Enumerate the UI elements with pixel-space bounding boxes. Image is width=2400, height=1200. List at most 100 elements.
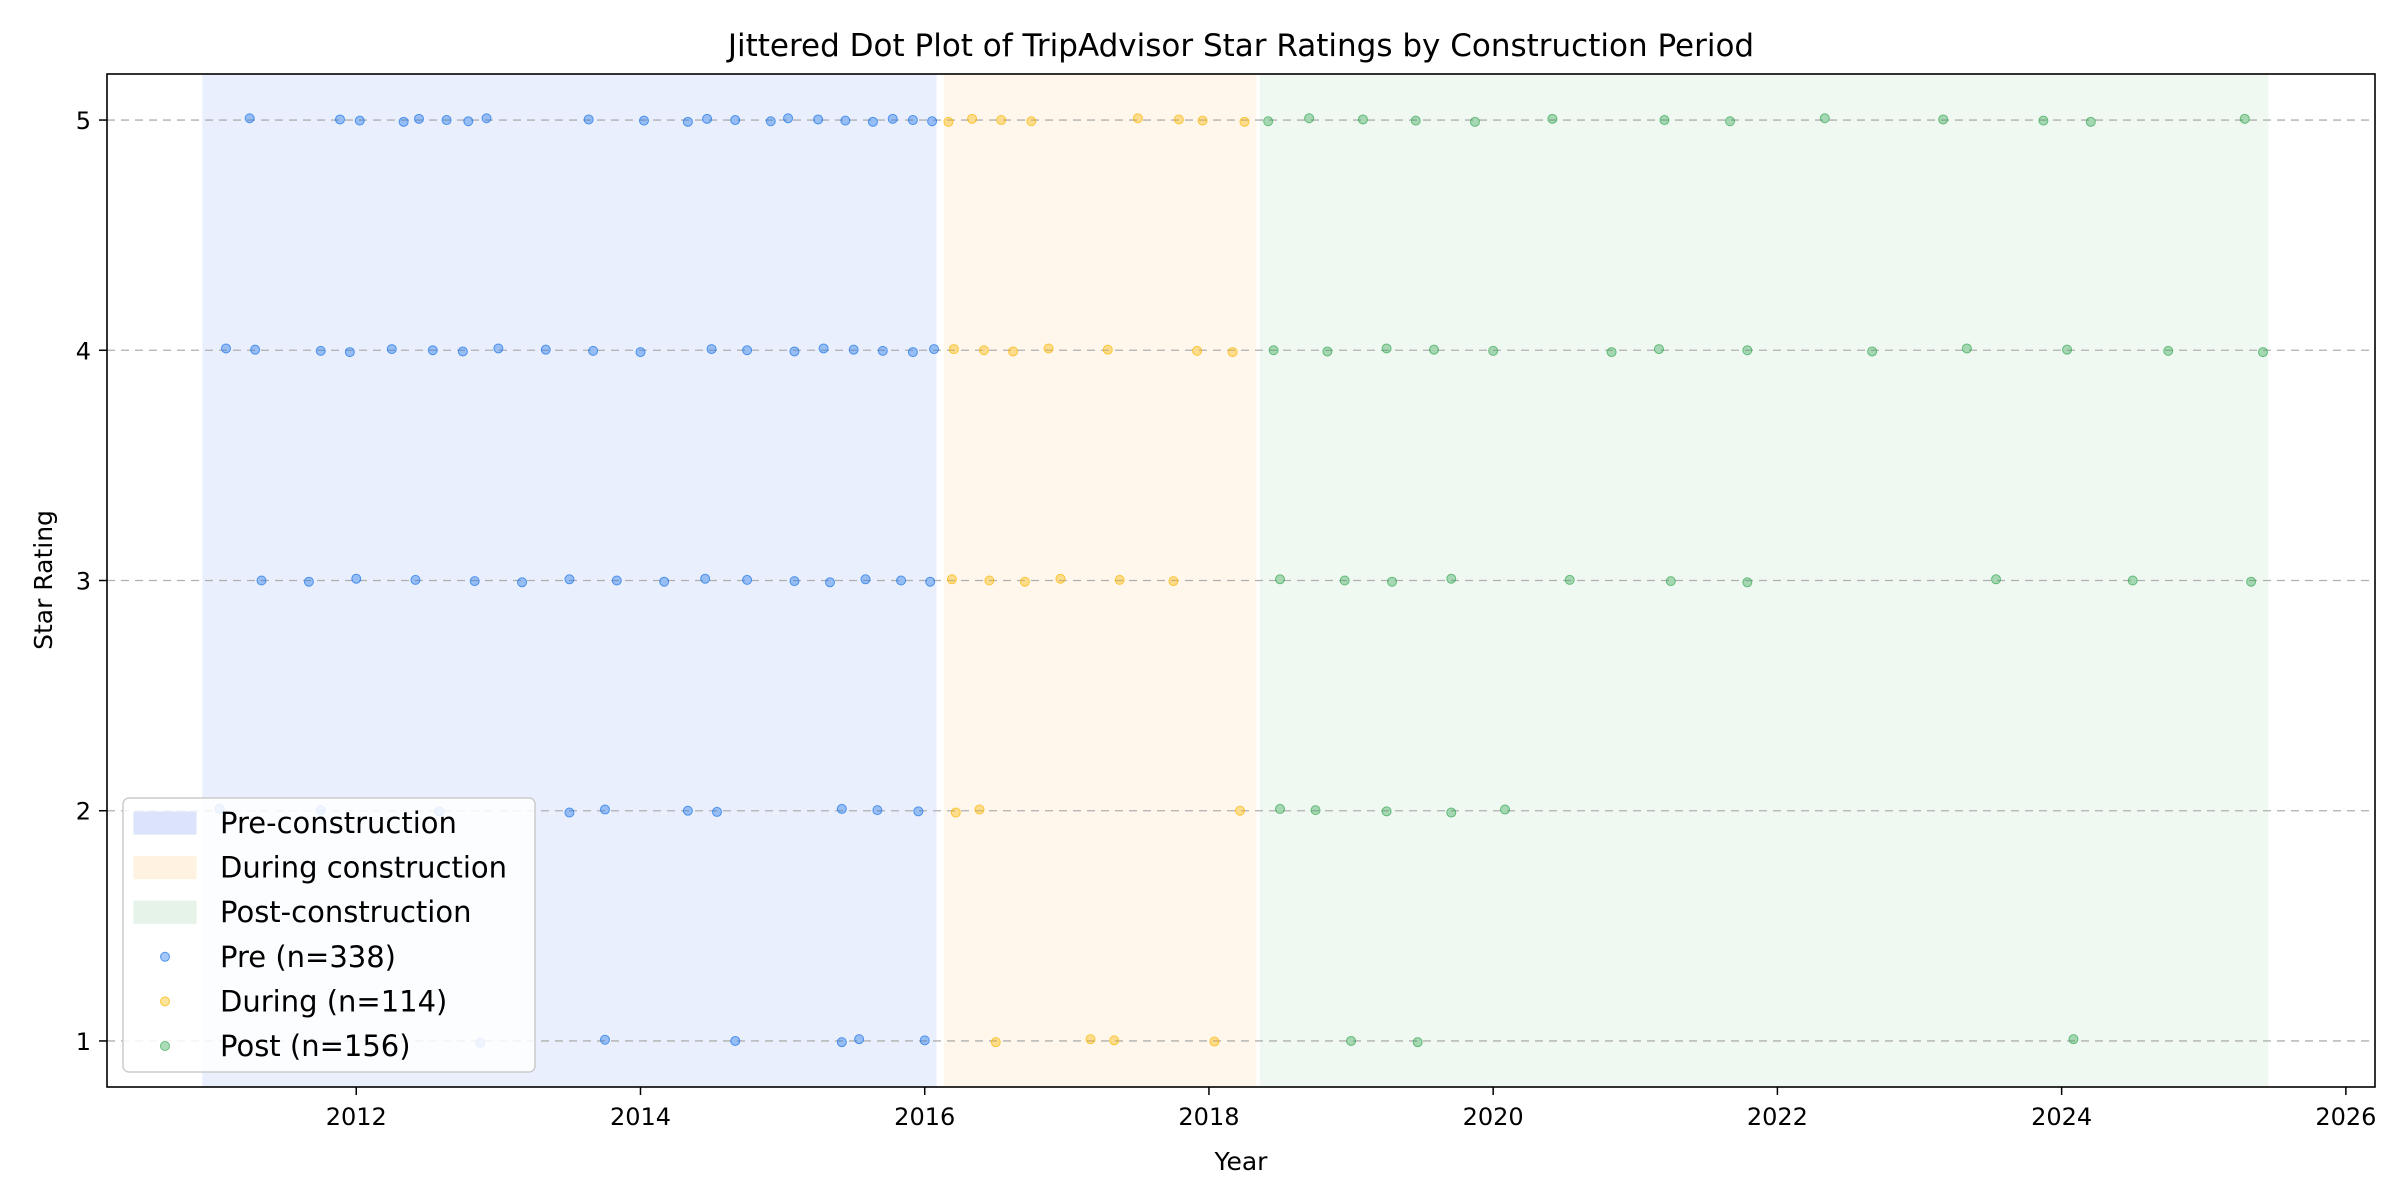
legend-label: Pre-construction bbox=[220, 806, 457, 840]
data-point bbox=[1357, 114, 1368, 125]
legend-item-pre-n-338: Pre (n=338) bbox=[160, 940, 396, 974]
legend-label: During construction bbox=[220, 851, 507, 885]
data-point bbox=[974, 804, 985, 815]
data-point bbox=[1665, 576, 1676, 587]
data-point bbox=[481, 113, 492, 124]
data-point bbox=[315, 345, 326, 356]
data-point bbox=[256, 575, 267, 586]
data-point bbox=[220, 343, 231, 354]
y-tick-label: 3 bbox=[76, 568, 91, 596]
data-point bbox=[1043, 343, 1054, 354]
x-tick-label: 2012 bbox=[326, 1103, 387, 1131]
data-point bbox=[1446, 807, 1457, 818]
data-point bbox=[929, 344, 940, 355]
legend-label: Post-construction bbox=[220, 895, 471, 929]
data-point bbox=[824, 577, 835, 588]
data-point bbox=[818, 343, 829, 354]
data-point bbox=[836, 803, 847, 814]
data-point bbox=[611, 575, 622, 586]
data-point bbox=[1653, 344, 1664, 355]
x-tick-label: 2022 bbox=[1747, 1103, 1808, 1131]
data-point bbox=[990, 1037, 1001, 1048]
data-point bbox=[463, 116, 474, 127]
data-point bbox=[1239, 116, 1250, 127]
legend-item-post-n-156: Post (n=156) bbox=[160, 1029, 411, 1063]
data-point bbox=[978, 345, 989, 356]
legend-item-during-n-114: During (n=114) bbox=[160, 984, 447, 1018]
y-axis-label: Star Rating bbox=[29, 510, 58, 650]
data-point bbox=[742, 574, 753, 585]
data-point bbox=[867, 116, 878, 127]
data-point bbox=[848, 344, 859, 355]
data-point bbox=[1026, 116, 1037, 127]
series-during-n-114 bbox=[943, 113, 1250, 1048]
data-point bbox=[1387, 576, 1398, 587]
data-point bbox=[1742, 577, 1753, 588]
data-point bbox=[1168, 576, 1179, 587]
data-point bbox=[946, 574, 957, 585]
data-point bbox=[638, 115, 649, 126]
y-tick-label: 5 bbox=[76, 107, 91, 135]
data-point bbox=[244, 113, 255, 124]
x-tick-label: 2014 bbox=[610, 1103, 671, 1131]
data-point bbox=[1132, 113, 1143, 124]
data-point bbox=[1085, 1034, 1096, 1045]
data-point bbox=[250, 344, 261, 355]
data-point bbox=[1019, 576, 1030, 587]
data-point bbox=[984, 575, 995, 586]
legend-item-during-construction: During construction bbox=[133, 851, 507, 885]
data-point bbox=[1938, 114, 1949, 125]
data-point bbox=[967, 113, 978, 124]
data-point bbox=[493, 343, 504, 354]
data-point bbox=[334, 114, 345, 125]
x-tick-label: 2016 bbox=[894, 1103, 955, 1131]
data-point bbox=[783, 113, 794, 124]
data-point bbox=[1412, 1037, 1423, 1048]
data-point bbox=[742, 345, 753, 356]
data-point bbox=[351, 573, 362, 584]
data-point bbox=[1469, 116, 1480, 127]
legend-swatch bbox=[133, 855, 197, 880]
legend-item-post-construction: Post-construction bbox=[133, 895, 471, 929]
data-point bbox=[789, 576, 800, 587]
data-point bbox=[517, 577, 528, 588]
x-tick-label: 2024 bbox=[2031, 1103, 2092, 1131]
data-point bbox=[682, 116, 693, 127]
data-point bbox=[996, 115, 1007, 126]
points-layer bbox=[214, 113, 2268, 1048]
data-point bbox=[427, 345, 438, 356]
data-point bbox=[599, 1034, 610, 1045]
x-tick-label: 2020 bbox=[1463, 1103, 1524, 1131]
data-point bbox=[887, 113, 898, 124]
data-point bbox=[682, 805, 693, 816]
y-tick-label: 1 bbox=[76, 1028, 91, 1056]
legend-marker bbox=[160, 1041, 170, 1051]
data-point bbox=[700, 573, 711, 584]
data-point bbox=[907, 347, 918, 358]
data-point bbox=[1055, 573, 1066, 584]
legend-swatch bbox=[133, 900, 197, 924]
data-point bbox=[1008, 346, 1019, 357]
data-point bbox=[344, 347, 355, 358]
data-point bbox=[711, 806, 722, 817]
data-point bbox=[1867, 346, 1878, 357]
data-point bbox=[1547, 113, 1558, 124]
data-point bbox=[1725, 116, 1736, 127]
data-point bbox=[2085, 116, 2096, 127]
data-point bbox=[1564, 574, 1575, 585]
data-point bbox=[457, 346, 468, 357]
data-point bbox=[877, 345, 888, 356]
data-point bbox=[1991, 574, 2002, 585]
y-tick-label: 2 bbox=[76, 798, 91, 826]
data-point bbox=[1209, 1036, 1220, 1047]
data-point bbox=[1381, 806, 1392, 817]
data-point bbox=[1304, 113, 1315, 124]
x-axis: 2012 2014 2016 2018 2020 2022 2024 2026 bbox=[326, 1087, 2376, 1131]
data-point bbox=[1275, 803, 1286, 814]
data-point bbox=[398, 116, 409, 127]
data-point bbox=[469, 576, 480, 587]
data-point bbox=[765, 116, 776, 127]
data-point bbox=[599, 804, 610, 815]
legend-marker bbox=[160, 951, 170, 962]
